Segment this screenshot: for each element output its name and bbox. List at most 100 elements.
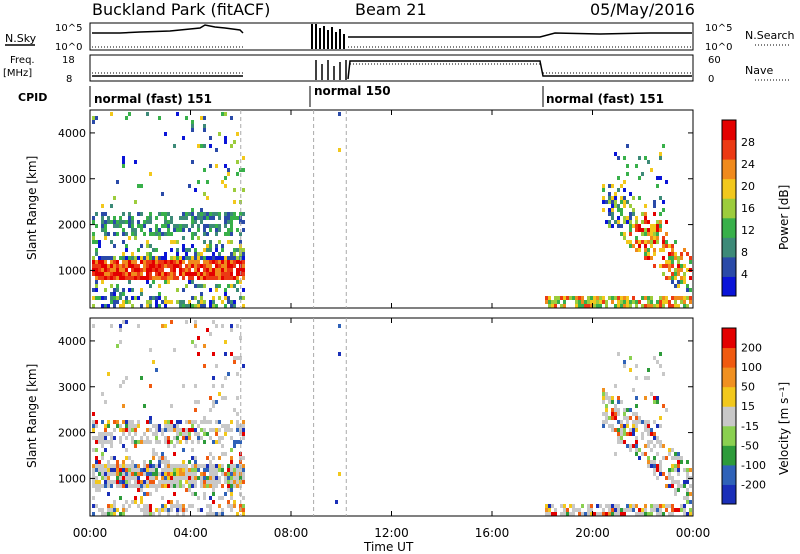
data-cell [653, 228, 656, 232]
data-cell [614, 412, 617, 416]
data-cell [152, 480, 155, 484]
data-cell [149, 256, 152, 260]
data-cell [104, 440, 107, 444]
data-cell [176, 256, 179, 260]
data-cell [227, 260, 230, 264]
data-cell [620, 424, 623, 428]
data-cell [164, 276, 167, 280]
data-cell [110, 512, 113, 516]
nsky-line-1 [92, 24, 244, 34]
data-cell [209, 452, 212, 456]
data-cell [101, 468, 104, 472]
cpid-segment-1: normal (fast) 151 [94, 92, 212, 106]
data-cell [140, 508, 143, 512]
data-cell [122, 512, 125, 516]
data-cell [125, 260, 128, 264]
data-cell [671, 296, 674, 300]
data-cell [143, 484, 146, 488]
data-cell [212, 272, 215, 276]
data-cell [611, 216, 614, 220]
data-cell [197, 256, 200, 260]
data-cell [149, 220, 152, 224]
data-cell [116, 472, 119, 476]
noise-right-tick-bottom: 10^0 [705, 42, 732, 53]
data-cell [110, 432, 113, 436]
data-cell [128, 428, 131, 432]
data-cell [623, 220, 626, 224]
data-cell [119, 428, 122, 432]
data-cell [545, 296, 548, 300]
data-cell [98, 268, 101, 272]
data-cell [146, 436, 149, 440]
data-cell [605, 300, 608, 304]
data-cell [167, 300, 170, 304]
data-cell [212, 260, 215, 264]
data-cell [218, 132, 221, 136]
data-cell [206, 268, 209, 272]
data-cell [188, 276, 191, 280]
data-cell [626, 408, 629, 412]
data-cell [605, 404, 608, 408]
data-cell [668, 252, 671, 256]
data-cell [224, 296, 227, 300]
x-tick-label: 04:00 [173, 526, 208, 540]
data-cell [659, 508, 662, 512]
data-cell [131, 276, 134, 280]
data-cell [617, 432, 620, 436]
data-cell [119, 220, 122, 224]
data-cell [161, 212, 164, 216]
data-cell [101, 296, 104, 300]
data-cell [665, 180, 668, 184]
data-cell [218, 392, 221, 396]
data-cell [146, 260, 149, 264]
data-cell [620, 296, 623, 300]
data-cell [242, 168, 245, 172]
data-cell [242, 468, 245, 472]
data-cell [644, 376, 647, 380]
data-cell [635, 440, 638, 444]
data-cell [596, 512, 599, 516]
data-cell [608, 512, 611, 516]
data-cell [125, 456, 128, 460]
data-cell [554, 300, 557, 304]
data-cell [674, 456, 677, 460]
data-cell [677, 268, 680, 272]
data-cell [206, 180, 209, 184]
data-cell [635, 164, 638, 168]
data-cell [221, 496, 224, 500]
data-cell [98, 296, 101, 300]
data-cell [158, 484, 161, 488]
data-cell [587, 300, 590, 304]
data-cell [653, 400, 656, 404]
data-cell [173, 492, 176, 496]
data-cell [644, 504, 647, 508]
data-cell [239, 440, 242, 444]
data-cell [125, 436, 128, 440]
data-cell [236, 464, 239, 468]
data-cell [218, 276, 221, 280]
data-cell [221, 396, 224, 400]
data-cell [242, 248, 245, 252]
data-cell [113, 216, 116, 220]
data-cell [224, 272, 227, 276]
data-cell [212, 492, 215, 496]
data-cell [650, 460, 653, 464]
data-cell [644, 420, 647, 424]
data-cell [95, 480, 98, 484]
data-cell [617, 156, 620, 160]
data-cell [161, 456, 164, 460]
data-cell [674, 464, 677, 468]
data-cell [128, 260, 131, 264]
data-cell [173, 452, 176, 456]
data-cell [242, 364, 245, 368]
data-cell [92, 120, 95, 124]
data-cell [647, 420, 650, 424]
data-cell [173, 472, 176, 476]
data-cell [146, 428, 149, 432]
noise-left-tick-bottom: 10^0 [55, 42, 82, 53]
data-cell [614, 404, 617, 408]
data-cell [188, 260, 191, 264]
data-cell [656, 508, 659, 512]
data-cell [92, 232, 95, 236]
data-cell [143, 508, 146, 512]
